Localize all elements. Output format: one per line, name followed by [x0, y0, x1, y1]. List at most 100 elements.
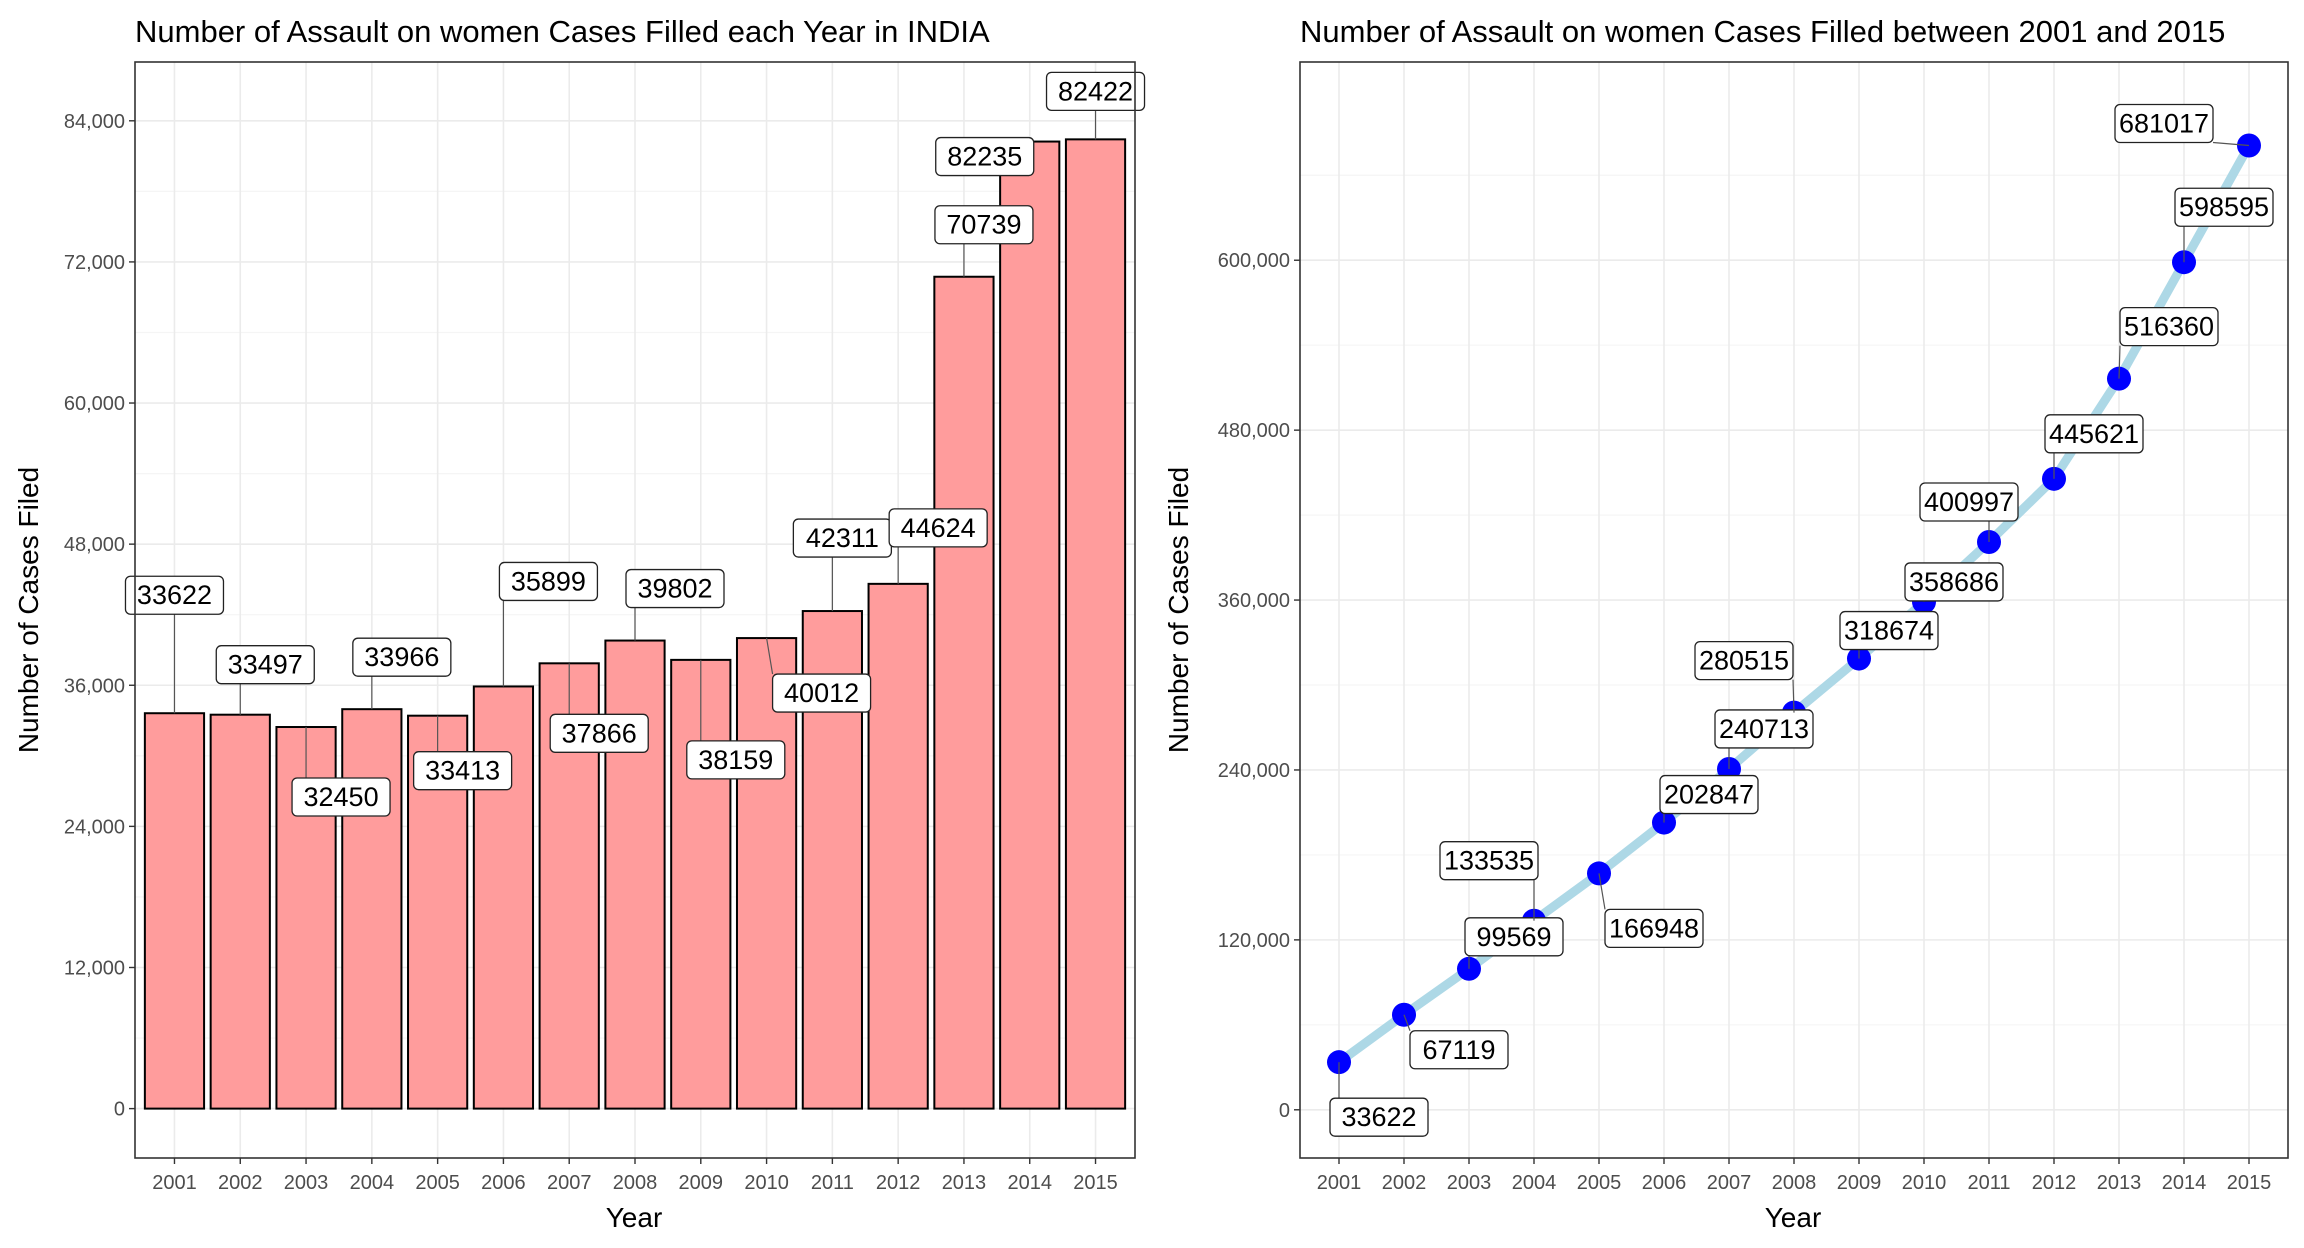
line-chart-data-label: 516360 [2124, 312, 2214, 342]
line-chart-data-label-box [1439, 841, 1539, 881]
line-chart-data-label: 240713 [1719, 714, 1809, 744]
line-chart-x-tick-label: 2011 [1967, 1172, 2010, 1194]
bar-2008 [604, 639, 666, 1110]
bar-chart-y-tick-label: 24,000 [64, 816, 125, 838]
line-chart-x-tick-label: 2015 [2227, 1172, 2272, 1194]
line-chart-data-label: 445621 [2049, 419, 2139, 449]
bar-chart-data-label: 42311 [806, 523, 879, 553]
bar-chart-data-label-box [291, 777, 391, 817]
bar-chart-data-label: 39802 [637, 574, 712, 604]
line-chart-x-tick-label: 2012 [2032, 1172, 2077, 1194]
line-chart-title: Number of Assault on women Cases Filled … [1300, 14, 2225, 49]
bar-chart-data-label-box [549, 713, 649, 753]
line-chart-y-tick-label: 120,000 [1218, 930, 1290, 952]
bar-chart-label-leader [765, 637, 774, 675]
bar-chart-y-tick-label: 84,000 [64, 111, 125, 133]
bar-chart-data-label: 37866 [562, 718, 637, 748]
bar-chart-y-tick-label: 48,000 [64, 534, 125, 556]
bar-chart-data-label: 44624 [901, 513, 976, 543]
bar-chart-data-label: 33966 [364, 642, 439, 672]
bar-chart-data-label: 32450 [304, 782, 379, 812]
line-chart-data-label-box [1694, 640, 1794, 681]
bar-2012 [867, 582, 929, 1110]
line-chart-label-leader [1598, 873, 1606, 910]
bar-chart-x-tick-label: 2011 [811, 1172, 854, 1194]
bar-chart-x-tick-label: 2006 [481, 1172, 526, 1194]
bar-chart-title: Number of Assault on women Cases Filled … [135, 14, 990, 49]
bar-chart-y-tick-label: 0 [114, 1099, 125, 1121]
line-chart-x-tick-label: 2007 [1707, 1172, 1752, 1194]
bar-chart-x-tick-label: 2005 [415, 1172, 460, 1194]
bar-chart-data-label: 35899 [511, 566, 586, 596]
line-chart-data-label-box [2114, 103, 2214, 144]
bar-2006 [472, 685, 535, 1110]
bar-chart-data-label: 82422 [1058, 76, 1133, 106]
line-chart-x-tick-label: 2014 [2162, 1172, 2207, 1194]
line-chart-data-label-box [1714, 709, 1814, 749]
line-chart-y-axis-title: Number of Cases Filed [1163, 467, 1194, 753]
bar-chart-data-label: 33622 [137, 580, 212, 610]
bar-chart-x-tick-label: 2010 [744, 1172, 789, 1194]
line-chart-x-tick-label: 2008 [1772, 1172, 1817, 1194]
bar-chart: Number of Assault on women Cases Filled … [13, 14, 1146, 1233]
line-chart-y-tick-label: 600,000 [1218, 250, 1290, 272]
line-chart-label-leader [2212, 141, 2250, 147]
bar-chart-data-label-box [498, 561, 599, 602]
bar-2002 [209, 713, 271, 1110]
bar-chart-data-label: 40012 [784, 678, 859, 708]
line-chart-data-label: 99569 [1476, 922, 1551, 952]
line-chart-data-label-box [1919, 482, 2019, 522]
bar-chart-x-tick-label: 2013 [942, 1172, 987, 1194]
line-chart-data-label: 202847 [1664, 780, 1754, 810]
line-chart-data-label-box [1659, 774, 1759, 815]
line-chart-data-label-box [2044, 414, 2144, 454]
bar-chart-x-tick-label: 2008 [613, 1172, 658, 1194]
line-chart-x-tick-label: 2004 [1512, 1172, 1557, 1194]
line-chart-x-tick-label: 2010 [1902, 1172, 1947, 1194]
bar-chart-data-label-box [771, 673, 872, 713]
bar-chart-y-axis-title: Number of Cases Filed [13, 467, 44, 753]
bar-2004 [341, 708, 403, 1110]
bar-chart-data-label: 82235 [947, 142, 1022, 172]
bar-chart-data-label-box [1045, 71, 1146, 112]
line-chart-label-leader [1403, 1014, 1411, 1031]
line-chart-y-tick-label: 360,000 [1218, 590, 1290, 612]
bar-chart-y-tick-label: 12,000 [64, 957, 125, 979]
line-chart-data-label: 280515 [1699, 646, 1789, 676]
bar-chart-data-label: 33413 [425, 756, 500, 786]
line-chart-data-label: 67119 [1422, 1035, 1495, 1065]
line-chart-data-label-box [2119, 307, 2219, 347]
bar-chart-data-label: 38159 [698, 745, 773, 775]
line-chart-data-label-box [1329, 1097, 1429, 1137]
bar-chart-panel-border [134, 61, 1136, 1159]
line-chart-data-label-box [1904, 562, 2004, 602]
line-chart-data-label: 33622 [1341, 1102, 1416, 1132]
line-chart-data-label-box [1604, 908, 1704, 949]
bar-chart-x-tick-label: 2012 [876, 1172, 921, 1194]
bar-2014 [999, 140, 1061, 1110]
bar-chart-x-tick-label: 2007 [547, 1172, 592, 1194]
line-chart-label-leader [1792, 679, 1795, 713]
bar-chart-x-tick-label: 2003 [284, 1172, 329, 1194]
bar-chart-y-tick-label: 36,000 [64, 675, 125, 697]
bar-chart-x-tick-label: 2015 [1073, 1172, 1118, 1194]
line-chart-data-label-box [1409, 1030, 1509, 1070]
bar-chart-data-label-box [124, 575, 225, 615]
bar-2015 [1064, 138, 1127, 1110]
line-chart-x-tick-label: 2002 [1382, 1172, 1427, 1194]
bar-chart-data-label: 33497 [228, 650, 303, 680]
line-chart-y-tick-label: 0 [1279, 1100, 1290, 1122]
bar-chart-data-label: 70739 [946, 210, 1021, 240]
bar-2001 [143, 712, 206, 1110]
bar-chart-data-label-box [934, 205, 1034, 245]
line-chart-x-tick-label: 2006 [1642, 1172, 1687, 1194]
bar-chart-x-axis-title: Year [606, 1202, 663, 1233]
line-chart-data-label: 358686 [1909, 567, 1999, 597]
line-chart-x-tick-label: 2005 [1577, 1172, 1622, 1194]
line-chart-data-label: 400997 [1924, 487, 2014, 517]
line-chart-x-tick-label: 2001 [1317, 1172, 1362, 1194]
bar-2013 [933, 275, 995, 1110]
bar-chart-y-tick-label: 60,000 [64, 393, 125, 415]
bar-chart-data-label-box [352, 637, 452, 677]
